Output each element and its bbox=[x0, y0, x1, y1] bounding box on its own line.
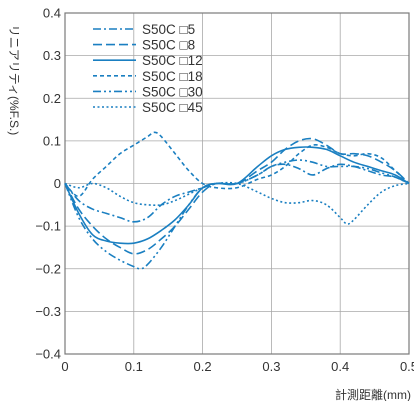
legend-label-2: S50C □8 bbox=[142, 38, 195, 53]
x-tick-label: 0.3 bbox=[262, 359, 280, 374]
y-tick-label: 0.2 bbox=[43, 91, 61, 106]
series-line-1 bbox=[64, 163, 410, 223]
x-tick-labels: 0 0.1 0.2 0.3 0.4 0.5 bbox=[61, 359, 414, 374]
series-line-2 bbox=[64, 137, 410, 255]
series-line-5 bbox=[64, 159, 410, 270]
y-tick-label: 0 bbox=[54, 176, 61, 191]
y-axis-title: リニアリティ(%F.S.) bbox=[7, 25, 21, 136]
x-tick-label: 0.1 bbox=[125, 359, 143, 374]
series-line-4 bbox=[64, 131, 410, 198]
legend-label-3: S50C □12 bbox=[142, 53, 203, 68]
y-tick-label: 0.4 bbox=[43, 6, 61, 21]
x-axis-title: 計測距離(mm) bbox=[335, 387, 411, 401]
y-tick-label: −0.4 bbox=[35, 347, 61, 362]
x-tick-label: 0.5 bbox=[400, 359, 414, 374]
series-lines bbox=[64, 131, 410, 270]
legend-label-4: S50C □18 bbox=[142, 69, 203, 84]
legend-label-5: S50C □30 bbox=[142, 84, 203, 99]
y-tick-label: −0.2 bbox=[35, 261, 61, 276]
x-tick-label: 0.4 bbox=[331, 359, 349, 374]
y-tick-labels: 0.4 0.3 0.2 0.1 0 −0.1 −0.2 −0.3 −0.4 bbox=[35, 6, 61, 362]
y-tick-label: −0.1 bbox=[35, 219, 61, 234]
x-tick-label: 0 bbox=[61, 359, 68, 374]
series-line-3 bbox=[64, 146, 410, 245]
y-tick-label: 0.1 bbox=[43, 133, 61, 148]
grid bbox=[65, 13, 409, 354]
legend-label-6: S50C □45 bbox=[142, 100, 203, 115]
x-tick-label: 0.2 bbox=[194, 359, 212, 374]
legend-label-1: S50C □5 bbox=[142, 22, 195, 37]
y-tick-label: −0.3 bbox=[35, 304, 61, 319]
series-line-6 bbox=[64, 181, 410, 225]
y-tick-label: 0.3 bbox=[43, 48, 61, 63]
